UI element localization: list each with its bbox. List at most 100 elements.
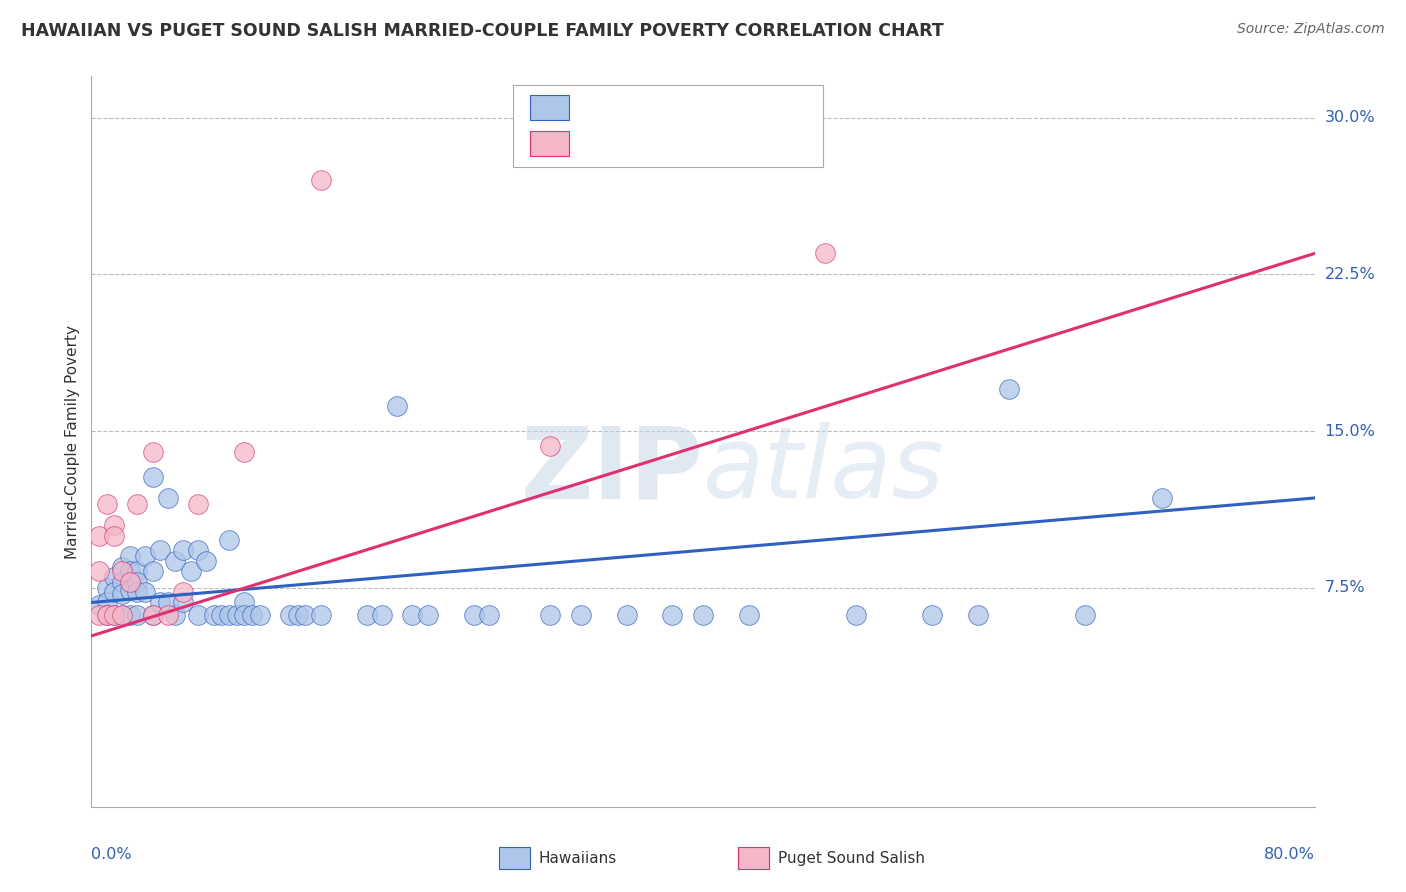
Point	[240, 607, 263, 622]
Point	[96, 607, 118, 622]
Point	[127, 585, 149, 599]
Point	[172, 543, 194, 558]
Point	[233, 595, 256, 609]
Point	[172, 595, 194, 609]
Text: 15.0%: 15.0%	[1324, 424, 1375, 439]
Text: atlas: atlas	[703, 422, 945, 519]
Text: Source: ZipAtlas.com: Source: ZipAtlas.com	[1237, 22, 1385, 37]
Point	[1150, 491, 1173, 505]
Point	[202, 607, 225, 622]
Point	[225, 607, 247, 622]
Point	[118, 574, 141, 589]
Point	[87, 598, 110, 612]
Point	[156, 491, 179, 505]
Point	[87, 607, 110, 622]
Point	[278, 607, 301, 622]
Point	[134, 549, 156, 564]
Point	[111, 574, 134, 589]
Point	[141, 564, 163, 578]
Point	[141, 470, 163, 484]
Point	[371, 607, 394, 622]
Point	[141, 607, 163, 622]
Text: ZIP: ZIP	[520, 422, 703, 519]
Point	[127, 607, 149, 622]
Point	[96, 607, 118, 622]
Text: R =  0.198: R = 0.198	[581, 99, 669, 117]
Point	[141, 607, 163, 622]
Point	[111, 560, 134, 574]
Text: 22.5%: 22.5%	[1324, 267, 1375, 282]
Text: N =  21: N = 21	[686, 135, 749, 153]
Point	[287, 607, 309, 622]
Point	[233, 445, 256, 459]
Point	[538, 607, 561, 622]
Text: Hawaiians: Hawaiians	[538, 851, 617, 865]
Point	[127, 497, 149, 511]
Point	[165, 554, 187, 568]
Point	[692, 607, 714, 622]
Text: 80.0%: 80.0%	[1264, 847, 1315, 863]
Point	[141, 445, 163, 459]
Point	[661, 607, 683, 622]
Point	[921, 607, 943, 622]
Point	[118, 607, 141, 622]
Point	[134, 585, 156, 599]
Point	[233, 607, 256, 622]
Point	[165, 607, 187, 622]
Text: Puget Sound Salish: Puget Sound Salish	[778, 851, 925, 865]
Point	[156, 607, 179, 622]
Point	[103, 570, 125, 584]
Point	[616, 607, 638, 622]
Text: 0.0%: 0.0%	[91, 847, 132, 863]
Point	[111, 607, 134, 622]
Point	[149, 595, 172, 609]
Point	[103, 607, 125, 622]
Point	[87, 564, 110, 578]
Point	[118, 549, 141, 564]
Point	[111, 564, 134, 578]
Point	[127, 574, 149, 589]
Point	[156, 595, 179, 609]
Text: HAWAIIAN VS PUGET SOUND SALISH MARRIED-COUPLE FAMILY POVERTY CORRELATION CHART: HAWAIIAN VS PUGET SOUND SALISH MARRIED-C…	[21, 22, 943, 40]
Point	[149, 543, 172, 558]
Point	[249, 607, 271, 622]
Point	[998, 382, 1021, 396]
Point	[309, 607, 332, 622]
Text: N =  68: N = 68	[686, 99, 749, 117]
Text: 7.5%: 7.5%	[1324, 581, 1365, 595]
Point	[1074, 607, 1097, 622]
Point	[478, 607, 501, 622]
Point	[96, 581, 118, 595]
Point	[127, 564, 149, 578]
Point	[294, 607, 316, 622]
Point	[103, 607, 125, 622]
Point	[569, 607, 592, 622]
Text: 30.0%: 30.0%	[1324, 110, 1375, 125]
Point	[416, 607, 439, 622]
Point	[463, 607, 485, 622]
Point	[845, 607, 868, 622]
Point	[209, 607, 232, 622]
Point	[187, 497, 209, 511]
Point	[401, 607, 423, 622]
Point	[96, 595, 118, 609]
Point	[103, 585, 125, 599]
Y-axis label: Married-Couple Family Poverty: Married-Couple Family Poverty	[65, 325, 80, 558]
Point	[385, 399, 409, 413]
Point	[118, 582, 141, 597]
Point	[356, 607, 378, 622]
Point	[967, 607, 990, 622]
Point	[118, 564, 141, 578]
Text: R =  0.787: R = 0.787	[581, 135, 669, 153]
Point	[111, 607, 134, 622]
Point	[172, 585, 194, 599]
Point	[87, 528, 110, 542]
Point	[111, 587, 134, 601]
Point	[218, 607, 240, 622]
Point	[180, 564, 202, 578]
Point	[218, 533, 240, 547]
Point	[814, 246, 837, 260]
Point	[309, 173, 332, 187]
Point	[103, 518, 125, 533]
Point	[738, 607, 761, 622]
